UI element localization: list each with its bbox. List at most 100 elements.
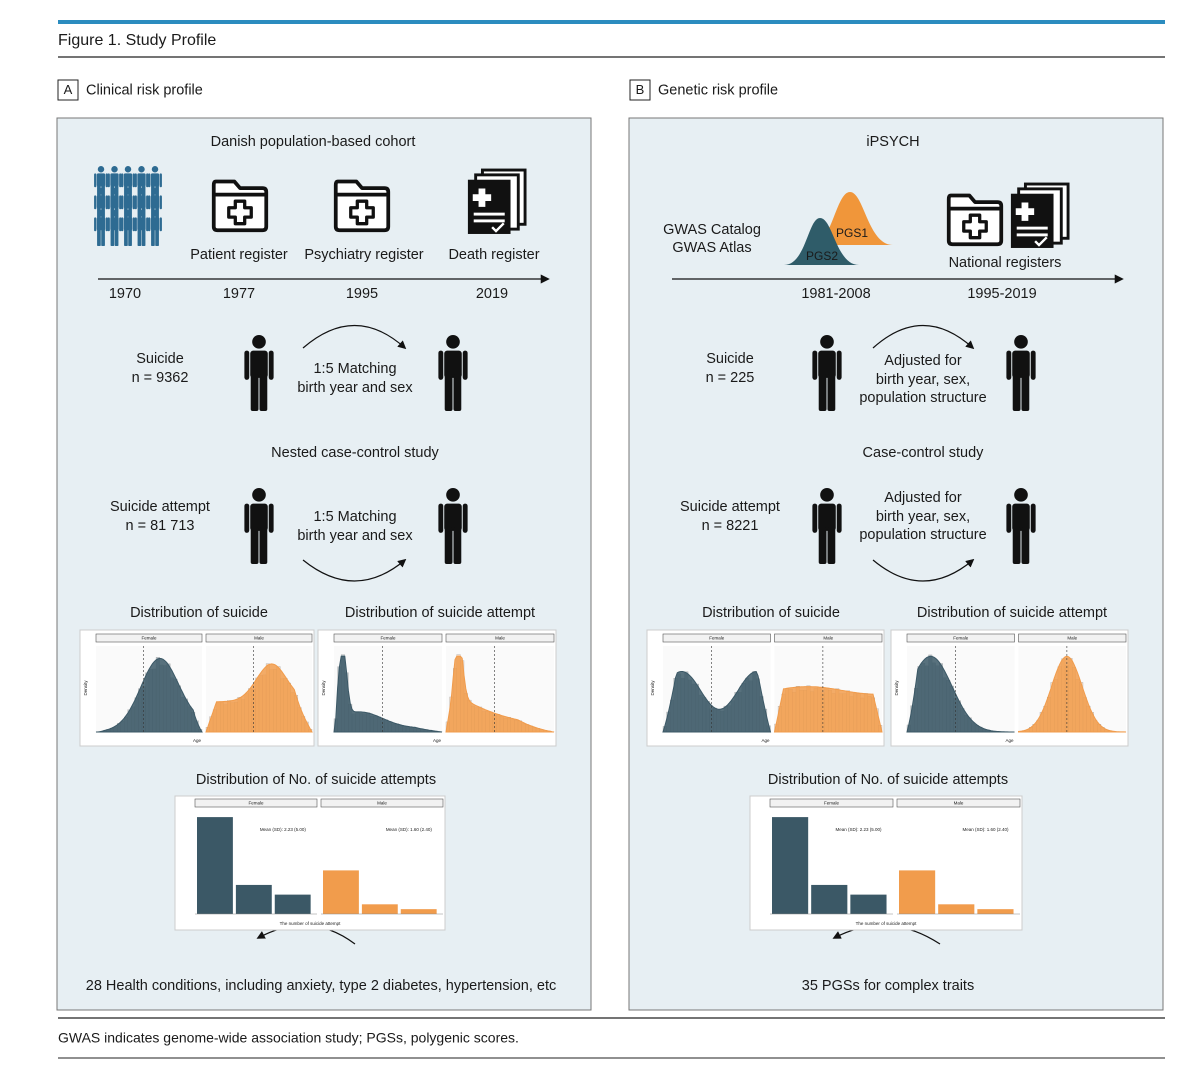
chart-title: Distribution of No. of suicide attempts bbox=[768, 772, 1008, 788]
mini-chart-text: Female bbox=[709, 636, 725, 641]
case-label: Suicide bbox=[136, 351, 184, 367]
study-title: Nested case-control study bbox=[271, 445, 439, 461]
mini-chart-text: Mean (SD): 2.23 (5.00) bbox=[260, 827, 307, 832]
chart-title: Distribution of suicide attempt bbox=[917, 605, 1107, 621]
pgs-label: PGS1 bbox=[836, 226, 868, 240]
documents-icon bbox=[466, 168, 527, 236]
case-count: n = 225 bbox=[706, 370, 755, 386]
case-count: n = 81 713 bbox=[126, 518, 195, 534]
density-area bbox=[773, 686, 883, 733]
matching-arrow bbox=[302, 558, 407, 582]
register-label: Patient register bbox=[190, 247, 288, 263]
facet-strip bbox=[769, 798, 894, 808]
folder-icon bbox=[333, 179, 391, 233]
adjust-text: birth year, sex, bbox=[876, 509, 970, 525]
pgs1-curve bbox=[812, 192, 893, 245]
facet-strip bbox=[320, 798, 444, 808]
facet-strip bbox=[95, 633, 203, 643]
count-bar bbox=[772, 817, 809, 914]
mini-chart-text: Mean (SD): 1.60 (2.40) bbox=[386, 827, 433, 832]
outcome-text: 28 Health conditions, including anxiety,… bbox=[86, 978, 556, 994]
matching-text: birth year and sex bbox=[297, 528, 413, 544]
case-label: Suicide attempt bbox=[680, 499, 780, 515]
density-area bbox=[662, 670, 772, 733]
mini-chart-text: Male bbox=[254, 636, 264, 641]
count-bar bbox=[899, 870, 936, 914]
facet-strip bbox=[774, 633, 883, 643]
adjust-text: Adjusted for bbox=[884, 490, 962, 506]
count-bar bbox=[235, 884, 272, 914]
mini-chart-text: Male bbox=[954, 801, 964, 806]
mini-chart-text: Density bbox=[650, 680, 655, 696]
mini-chart-text: Density bbox=[83, 680, 88, 696]
cohort-title: Danish population-based cohort bbox=[211, 134, 416, 150]
year-label: 1995 bbox=[346, 286, 378, 302]
adjust-text: population structure bbox=[859, 390, 986, 406]
case-count: n = 9362 bbox=[132, 370, 189, 386]
count-bar bbox=[938, 904, 975, 914]
panel-a-box bbox=[56, 117, 592, 1011]
year-label: 1995-2019 bbox=[967, 286, 1036, 302]
pgs-label: PGS2 bbox=[806, 249, 838, 263]
panel-letter: B bbox=[636, 82, 645, 97]
mini-chart-text: Female bbox=[380, 636, 396, 641]
mini-chart-text: Female bbox=[141, 636, 157, 641]
mini-chart-text: Male bbox=[1067, 636, 1077, 641]
folder-icon bbox=[211, 179, 269, 233]
adjust-text: birth year, sex, bbox=[876, 372, 970, 388]
facet-strip bbox=[194, 798, 318, 808]
mini-chart-text: Mean (SD): 1.60 (2.40) bbox=[963, 827, 1010, 832]
mini-chart-text: Male bbox=[495, 636, 505, 641]
matching-text: 1:5 Matching bbox=[313, 509, 396, 525]
mini-chart-text: Density bbox=[321, 680, 326, 696]
matching-arrow bbox=[302, 324, 407, 350]
top-rule bbox=[58, 20, 1165, 24]
count-bar bbox=[361, 904, 398, 914]
register-label: Death register bbox=[448, 247, 539, 263]
mini-chart-text: Male bbox=[823, 636, 833, 641]
adjust-arrow bbox=[872, 558, 975, 582]
chart-title: Distribution of suicide bbox=[702, 605, 840, 621]
density-area bbox=[95, 657, 203, 733]
pgs2-curve bbox=[784, 218, 859, 265]
facet-strip bbox=[906, 633, 1015, 643]
case-label: Suicide attempt bbox=[110, 499, 210, 515]
case-label: Suicide bbox=[706, 351, 754, 367]
density-area bbox=[445, 655, 555, 733]
panel-title: Genetic risk profile bbox=[658, 82, 778, 98]
count-bar bbox=[400, 909, 437, 914]
facet-strip bbox=[205, 633, 313, 643]
case-count: n = 8221 bbox=[702, 518, 759, 534]
mini-chart-text: Age bbox=[193, 738, 202, 743]
mini-chart-text: Female bbox=[953, 636, 969, 641]
facet-strip bbox=[333, 633, 443, 643]
mini-chart-text: Age bbox=[433, 738, 442, 743]
count-bar bbox=[274, 894, 311, 914]
mini-chart-text: Female bbox=[824, 801, 840, 806]
count-bar bbox=[811, 884, 848, 914]
mini-chart-text: Age bbox=[1005, 738, 1014, 743]
panel-b-letter-box bbox=[629, 79, 651, 101]
cohort-title: iPSYCH bbox=[866, 134, 919, 150]
year-label: 1977 bbox=[223, 286, 255, 302]
count-bar bbox=[197, 817, 233, 914]
matching-text: 1:5 Matching bbox=[313, 361, 396, 377]
adjust-arrow bbox=[872, 324, 975, 350]
chart-title: Distribution of suicide attempt bbox=[345, 605, 535, 621]
mini-chart-text: Male bbox=[377, 801, 387, 806]
panel-title: Clinical risk profile bbox=[86, 82, 203, 98]
facet-strip bbox=[445, 633, 555, 643]
panel-letter: A bbox=[64, 82, 73, 97]
documents-icon bbox=[1009, 182, 1070, 250]
source-label: GWAS Catalog bbox=[663, 222, 761, 238]
density-area bbox=[333, 655, 443, 733]
density-area bbox=[1018, 655, 1127, 733]
mini-chart-text: Age bbox=[761, 738, 770, 743]
facet-strip bbox=[662, 633, 771, 643]
matching-text: birth year and sex bbox=[297, 380, 413, 396]
adjust-text: population structure bbox=[859, 527, 986, 543]
chart-title: Distribution of suicide bbox=[130, 605, 268, 621]
outcome-text: 35 PGSs for complex traits bbox=[802, 978, 974, 994]
